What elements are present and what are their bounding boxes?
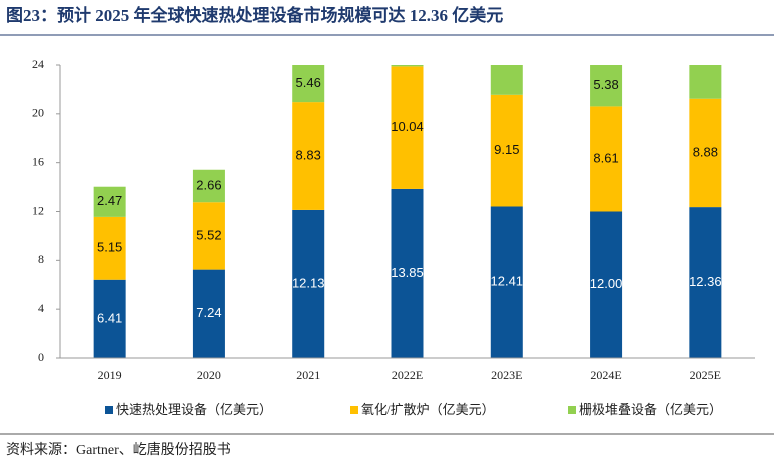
legend-label: 栅极堆叠设备（亿美元） [579, 402, 722, 417]
bar-segment [192, 269, 225, 358]
bar-segment [192, 169, 225, 203]
bar-segment [93, 216, 126, 280]
data-label: 5.46 [296, 75, 321, 90]
legend-label: 快速热处理设备（亿美元） [116, 402, 272, 417]
y-tick-label: 8 [38, 252, 44, 266]
x-tick-label: 2024E [590, 368, 621, 382]
bar-segment [689, 98, 722, 208]
y-tick-label: 12 [32, 203, 44, 217]
y-tick-label: 4 [38, 301, 44, 315]
bar-segment [391, 188, 424, 358]
legend-label: 氧化/扩散炉（亿美元） [361, 402, 495, 417]
bars [93, 65, 722, 358]
bar-segment [490, 94, 523, 207]
legend-swatch [568, 406, 576, 414]
data-label: 8.88 [693, 144, 718, 159]
data-label: 2.66 [196, 177, 221, 192]
bar-segment [590, 106, 623, 212]
bar-segment [192, 202, 225, 270]
data-label: 5.15 [97, 240, 122, 255]
x-tick-label: 2020 [197, 368, 221, 382]
y-tick-label: 16 [32, 154, 44, 168]
bar-segment [689, 65, 722, 99]
data-label: 13.85 [391, 265, 424, 280]
bar-segment [689, 207, 722, 358]
x-tick-label: 2021 [296, 368, 320, 382]
y-tick-label: 0 [38, 350, 44, 364]
bar-segment [292, 102, 325, 210]
data-label: 5.52 [196, 227, 221, 242]
data-label: 6.41 [97, 310, 122, 325]
source: 资料来源：Gartner、屹唐股份招股书 [6, 441, 231, 458]
data-label: 5.38 [593, 77, 618, 92]
data-label: 2.47 [97, 193, 122, 208]
data-label: 8.61 [593, 150, 618, 165]
data-label: 12.41 [491, 274, 524, 289]
x-tick-label: 2022E [392, 368, 423, 382]
x-tick-label: 2019 [98, 368, 122, 382]
y-tick-label: 24 [32, 57, 44, 71]
data-label: 12.00 [590, 276, 623, 291]
bar-segment [292, 209, 325, 358]
data-label: 9.15 [494, 142, 519, 157]
bar-segment [93, 186, 126, 217]
y-tick-label: 20 [32, 106, 44, 120]
data-label: 12.13 [292, 275, 325, 290]
data-label: 12.36 [689, 274, 722, 289]
bar-segment [93, 279, 126, 358]
bar-segment [590, 65, 623, 107]
legend-swatch [105, 406, 113, 414]
chart-title: 图23：预计 2025 年全球快速热处理设备市场规模可达 12.36 亿美元 [6, 5, 503, 25]
bar-segment [490, 206, 523, 358]
legend-swatch [350, 406, 358, 414]
bar-segment [391, 65, 424, 67]
bar-segment [292, 65, 325, 103]
bar-segment [590, 211, 623, 358]
bar-segment [490, 65, 523, 95]
data-label: 7.24 [196, 305, 221, 320]
data-label: 10.04 [391, 119, 424, 134]
data-label: 8.83 [296, 147, 321, 162]
bar-segment [391, 66, 424, 189]
x-tick-label: 2025E [690, 368, 721, 382]
x-tick-label: 2023E [491, 368, 522, 382]
